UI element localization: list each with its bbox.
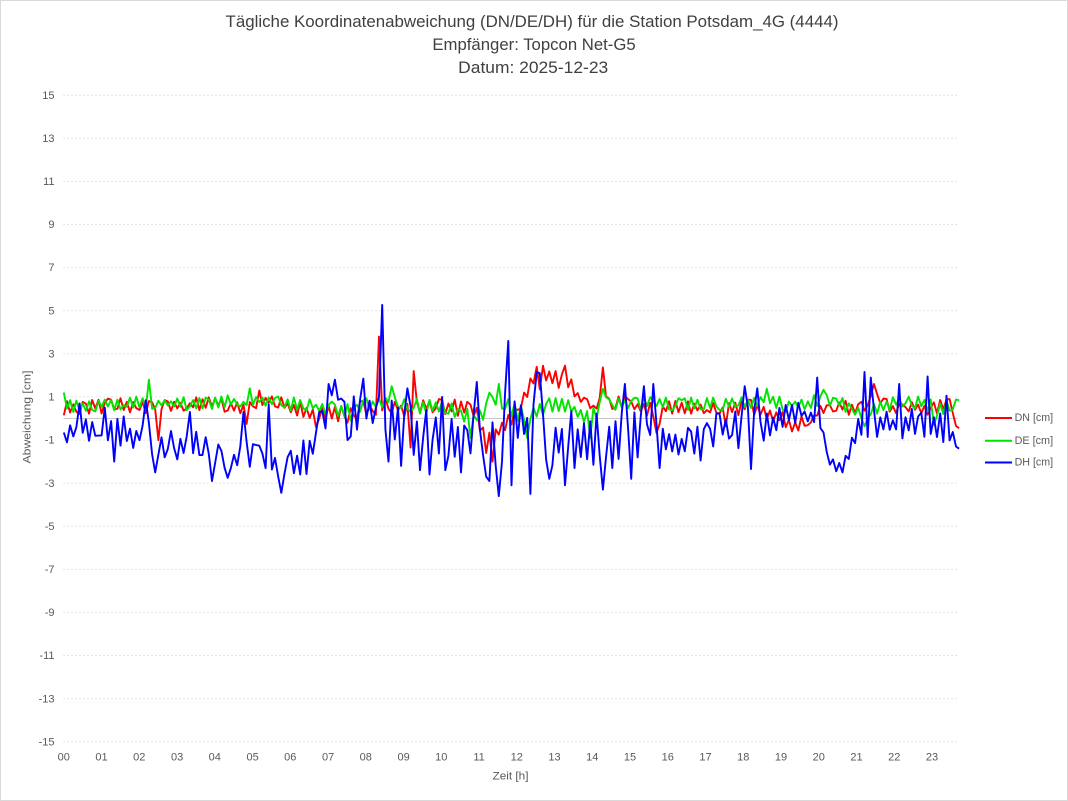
- svg-text:14: 14: [586, 752, 598, 764]
- svg-text:9: 9: [48, 219, 54, 231]
- svg-text:23: 23: [926, 752, 938, 764]
- svg-text:01: 01: [95, 752, 107, 764]
- svg-text:15: 15: [624, 752, 636, 764]
- svg-text:-15: -15: [39, 736, 55, 748]
- svg-text:-1: -1: [45, 435, 55, 447]
- svg-text:-5: -5: [45, 521, 55, 533]
- svg-text:DH [cm]: DH [cm]: [1015, 457, 1054, 469]
- svg-text:Empfänger: Topcon Net-G5: Empfänger: Topcon Net-G5: [432, 36, 635, 54]
- svg-text:15: 15: [42, 90, 54, 102]
- svg-text:-3: -3: [45, 478, 55, 490]
- svg-text:DN [cm]: DN [cm]: [1015, 412, 1054, 424]
- svg-text:02: 02: [133, 752, 145, 764]
- svg-text:07: 07: [322, 752, 334, 764]
- svg-text:05: 05: [246, 752, 258, 764]
- svg-text:Zeit [h]: Zeit [h]: [493, 771, 529, 783]
- svg-text:13: 13: [548, 752, 560, 764]
- svg-text:DE [cm]: DE [cm]: [1015, 435, 1054, 447]
- svg-text:03: 03: [171, 752, 183, 764]
- svg-text:04: 04: [209, 752, 221, 764]
- svg-text:1: 1: [48, 392, 54, 404]
- svg-text:21: 21: [850, 752, 862, 764]
- svg-text:11: 11: [473, 752, 484, 764]
- svg-text:06: 06: [284, 752, 296, 764]
- svg-text:18: 18: [737, 752, 749, 764]
- svg-text:17: 17: [699, 752, 711, 764]
- svg-text:-13: -13: [39, 693, 55, 705]
- svg-text:-7: -7: [45, 564, 55, 576]
- svg-text:Abweichung [cm]: Abweichung [cm]: [22, 371, 34, 464]
- svg-text:-9: -9: [45, 607, 55, 619]
- svg-text:10: 10: [435, 752, 447, 764]
- svg-text:7: 7: [48, 262, 54, 274]
- svg-text:19: 19: [775, 752, 787, 764]
- svg-text:09: 09: [397, 752, 409, 764]
- svg-text:12: 12: [511, 752, 523, 764]
- svg-text:11: 11: [43, 176, 54, 188]
- svg-text:3: 3: [48, 349, 54, 361]
- svg-text:Tägliche Koordinatenabweichung: Tägliche Koordinatenabweichung (DN/DE/DH…: [226, 13, 839, 31]
- svg-text:08: 08: [360, 752, 372, 764]
- svg-text:Datum: 2025-12-23: Datum: 2025-12-23: [458, 59, 608, 77]
- svg-text:20: 20: [813, 752, 825, 764]
- svg-text:16: 16: [662, 752, 674, 764]
- svg-text:-11: -11: [39, 650, 54, 662]
- svg-text:22: 22: [888, 752, 900, 764]
- svg-text:00: 00: [58, 752, 70, 764]
- svg-text:13: 13: [42, 133, 54, 145]
- svg-text:5: 5: [48, 305, 54, 317]
